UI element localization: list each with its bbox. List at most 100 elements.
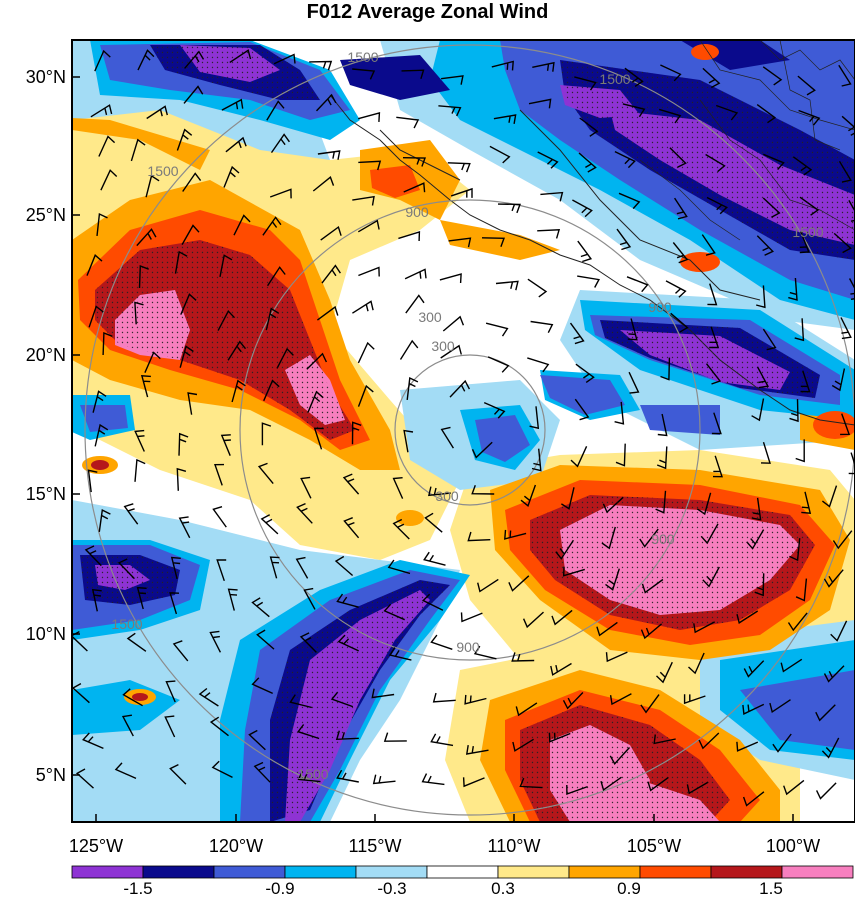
wind-barb xyxy=(438,105,462,117)
wind-barb xyxy=(447,162,471,173)
wind-barb xyxy=(92,390,107,413)
wind-barb xyxy=(550,662,572,676)
colorbar xyxy=(71,865,854,879)
wind-barb xyxy=(316,305,339,321)
range-ring-label: 1500 xyxy=(297,766,329,782)
wind-barb xyxy=(90,104,113,118)
wind-barb xyxy=(441,75,464,85)
colorbar-box xyxy=(142,865,215,879)
wind-barb xyxy=(405,294,425,314)
wind-barb xyxy=(182,172,202,192)
range-ring-label: 300 xyxy=(418,309,442,325)
wind-barb xyxy=(491,60,514,71)
wind-barb xyxy=(529,406,540,430)
wind-barb xyxy=(183,85,204,104)
wind-barb xyxy=(840,413,851,436)
wind-barb xyxy=(548,732,571,743)
wind-barb xyxy=(801,491,812,514)
wind-barb xyxy=(251,597,270,618)
lat-label-30n: 30°N xyxy=(25,67,66,87)
wind-barb xyxy=(136,586,147,610)
wind-barb xyxy=(297,770,321,783)
wind-barb xyxy=(531,448,542,472)
shade-red-cell xyxy=(91,460,109,470)
range-ring-label: 300 xyxy=(431,338,455,354)
wind-barb xyxy=(138,264,149,289)
wind-barb xyxy=(448,237,472,248)
wind-barb xyxy=(481,237,505,248)
wind-barb xyxy=(269,556,280,579)
wind-barb xyxy=(615,443,626,467)
wind-barb xyxy=(289,694,312,709)
wind-barb xyxy=(756,104,777,124)
wind-barb xyxy=(577,275,600,288)
wind-barb xyxy=(145,174,160,198)
wind-barb xyxy=(262,216,282,236)
wind-barb xyxy=(848,278,855,300)
wind-barb xyxy=(388,647,412,661)
wind-barb xyxy=(787,612,808,632)
wind-barb xyxy=(660,357,671,381)
wind-barb xyxy=(795,439,805,463)
wind-barb xyxy=(756,235,774,256)
wind-barb xyxy=(427,486,451,497)
wind-barb xyxy=(527,278,548,298)
wind-barb xyxy=(336,593,359,608)
wind-barb xyxy=(217,310,236,331)
wind-barb xyxy=(403,429,414,453)
wind-barb xyxy=(655,490,667,514)
wind-barb xyxy=(653,734,676,745)
wind-barb xyxy=(335,730,359,741)
wind-barb xyxy=(798,109,821,126)
wind-barb xyxy=(471,485,495,495)
wind-barb xyxy=(487,356,510,373)
wind-barb xyxy=(209,630,222,653)
stipple-significance xyxy=(80,45,855,822)
wind-barb xyxy=(72,630,88,652)
wind-barb xyxy=(403,182,426,193)
colorbar-box xyxy=(426,865,499,879)
wind-barb xyxy=(574,398,590,421)
wind-barb xyxy=(317,150,341,160)
wind-barb xyxy=(465,744,489,755)
colorbar-label: -0.9 xyxy=(265,879,295,898)
wind-barb xyxy=(572,199,593,218)
wind-barb xyxy=(832,530,853,550)
wind-barb xyxy=(840,317,852,340)
colorbar-box xyxy=(71,865,144,879)
wind-field xyxy=(72,40,855,822)
wind-barb xyxy=(838,160,852,183)
wind-barb xyxy=(137,49,155,71)
wind-barb xyxy=(794,318,805,342)
wind-barb xyxy=(221,98,244,111)
wind-barb xyxy=(569,322,585,345)
shade-royal-blue xyxy=(740,670,855,750)
wind-barb xyxy=(122,688,143,707)
wind-barb xyxy=(574,76,597,91)
wind-barb xyxy=(261,422,272,446)
wind-barb xyxy=(512,738,534,752)
wind-barb xyxy=(211,760,233,779)
wind-barb xyxy=(561,487,575,510)
axis-ticks xyxy=(72,76,794,822)
shade-orange-cell xyxy=(396,510,424,526)
wind-barb xyxy=(656,446,668,470)
wind-barb xyxy=(614,150,636,169)
wind-barb xyxy=(709,326,720,349)
wind-barb xyxy=(780,658,803,673)
wind-barb xyxy=(351,421,362,445)
wind-barb xyxy=(665,280,687,298)
wind-barb xyxy=(467,531,491,542)
wind-barb xyxy=(693,621,716,634)
wind-barb xyxy=(831,368,846,392)
wind-barb xyxy=(102,331,113,356)
lon-label-105w: 105°W xyxy=(626,836,682,856)
wind-barb xyxy=(762,197,781,218)
wind-barb xyxy=(562,566,586,577)
wind-barb xyxy=(769,699,791,714)
wind-barb xyxy=(358,160,382,171)
colorbar-box xyxy=(284,865,357,879)
colorbar-label: 1.5 xyxy=(759,879,783,898)
wind-barb xyxy=(464,694,487,705)
wind-barb xyxy=(789,399,799,423)
